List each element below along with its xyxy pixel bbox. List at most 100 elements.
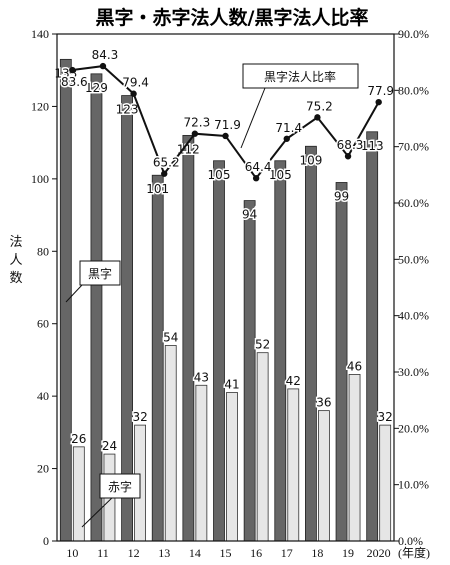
bar-kuroji [59, 58, 72, 542]
ratio-point [222, 132, 229, 140]
bar-akaji-label: 36 [316, 396, 331, 410]
ratio-point [99, 62, 107, 70]
y-right-tick-label: 40.0% [398, 309, 429, 323]
ratio-point-label: 68.3 [337, 138, 364, 152]
y-left-tick-label: 0 [43, 534, 49, 548]
bar-kuroji-label: 101 [146, 182, 169, 196]
bar-kuroji-label: 109 [299, 153, 322, 167]
ratio-point-label: 79.4 [122, 76, 149, 90]
y-left-label: 法 人 数 [9, 235, 22, 286]
ratio-point-label: 65.2 [153, 156, 180, 170]
bar-kuroji-label: 99 [334, 189, 349, 203]
bar-akaji-label: 43 [194, 370, 209, 384]
y-left-tick-label: 20 [37, 462, 49, 476]
legend-kuroji-label: 黒字 [88, 266, 112, 281]
y-left-label-char: 人 [9, 253, 22, 268]
bar-akaji-label: 32 [132, 410, 147, 424]
bar-akaji [226, 392, 238, 542]
y-right-tick-label: 90.0% [398, 27, 429, 41]
y-right-tick-label: 70.0% [398, 140, 429, 154]
x-tick-label: 14 [189, 546, 201, 560]
x-tick-label: 18 [311, 546, 323, 560]
bar-akaji-label: 32 [378, 410, 393, 424]
ratio-point-label: 71.4 [275, 121, 302, 135]
bar-kuroji-label: 123 [116, 103, 139, 117]
y-left-axis: 0 20 40 60 80 100 120 140 [31, 27, 57, 548]
legend-ratio-label: 黒字法人比率 [264, 69, 336, 84]
ratio-point-label: 75.2 [306, 99, 333, 113]
x-tick-label: 17 [281, 546, 293, 560]
bar-kuroji-label: 112 [177, 142, 200, 156]
bar-kuroji [90, 73, 103, 542]
bar-akaji [379, 424, 392, 542]
y-left-tick-label: 140 [31, 27, 49, 41]
ratio-point [252, 175, 260, 182]
y-left-label-char: 法 [9, 235, 22, 250]
y-right-tick-label: 80.0% [398, 83, 429, 97]
ratio-point-label: 77.9 [367, 84, 394, 98]
bar-akaji [195, 384, 208, 542]
y-right-axis: 0.0% 10.0% 20.0% 30.0% 40.0% 50.0% 60.0% 70.0% 8… [394, 27, 429, 548]
bar-kuroji-label: 105 [208, 168, 231, 182]
legend-kuroji: 黒字 [65, 260, 121, 303]
ratio-point [130, 90, 137, 97]
x-tick-label: 16 [250, 546, 262, 560]
y-left-label-char: 数 [9, 271, 22, 286]
bar-akaji [164, 345, 177, 542]
x-tick-label: 15 [220, 546, 232, 560]
y-left-tick-label: 120 [31, 99, 49, 113]
bar-akaji-label: 42 [286, 374, 301, 388]
x-unit-label: (年度) [398, 545, 430, 560]
ratio-point [314, 114, 321, 121]
ratio-point [191, 130, 199, 137]
bar-kuroji [151, 174, 164, 542]
ratio-point-label: 84.3 [92, 48, 119, 62]
y-right-tick-label: 20.0% [398, 421, 429, 435]
bar-akaji [348, 374, 361, 542]
legend-ratio: 黒字法人比率 [240, 63, 359, 149]
bar-kuroji [366, 131, 379, 542]
x-tick-label: 2020 [367, 546, 391, 560]
plot-frame [56, 33, 395, 542]
bar-kuroji-label: 105 [269, 168, 292, 182]
chart-title: 黒字・赤字法人数/黒字法人比率 [96, 6, 369, 29]
bar-kuroji [335, 182, 348, 542]
y-left-tick-label: 100 [31, 172, 49, 186]
y-right-tick-label: 50.0% [398, 252, 429, 266]
bar-akaji-label: 52 [255, 338, 270, 352]
x-tick-label: 11 [97, 546, 109, 560]
y-left-tick-label: 80 [37, 244, 49, 258]
y-left-tick-label: 40 [37, 389, 49, 403]
bar-kuroji [274, 160, 287, 542]
legend-akaji: 赤字 [81, 473, 141, 528]
bar-akaji-label: 46 [347, 359, 362, 373]
ratio-point-label: 64.4 [245, 160, 272, 174]
x-tick-label: 12 [128, 546, 140, 560]
ratio-point [161, 170, 168, 177]
bar-kuroji-label: 113 [361, 139, 384, 153]
x-tick-label: 13 [158, 546, 170, 560]
legend-akaji-label: 赤字 [108, 479, 132, 494]
ratio-line: 83.6 84.379.4 65.2 72.3 71.9 64.4 71.4 75.2 68.3… [59, 47, 396, 182]
x-axis: 10 11 12 13 14 15 16 17 18 19 2020 [66, 546, 390, 560]
bar-akaji-label: 41 [224, 378, 239, 392]
ratio-point [344, 153, 352, 160]
bar-akaji-label: 24 [102, 439, 117, 453]
ratio-point-label: 71.9 [214, 118, 241, 132]
bar-kuroji [213, 160, 225, 542]
bar-akaji [256, 352, 269, 542]
y-right-tick-label: 30.0% [398, 365, 429, 379]
ratio-point-label: 72.3 [184, 116, 211, 130]
bar-kuroji-label: 129 [85, 81, 108, 95]
x-tick-label: 10 [66, 546, 78, 560]
bar-akaji-label: 26 [71, 432, 86, 446]
bar-akaji [287, 388, 300, 542]
bar-kuroji-label: 94 [242, 208, 257, 222]
y-right-tick-label: 0.0% [398, 534, 423, 548]
bar-akaji [318, 410, 330, 542]
ratio-point [283, 135, 290, 142]
bar-kuroji [305, 145, 317, 542]
y-right-tick-label: 60.0% [398, 196, 429, 210]
y-left-tick-label: 60 [37, 317, 49, 331]
